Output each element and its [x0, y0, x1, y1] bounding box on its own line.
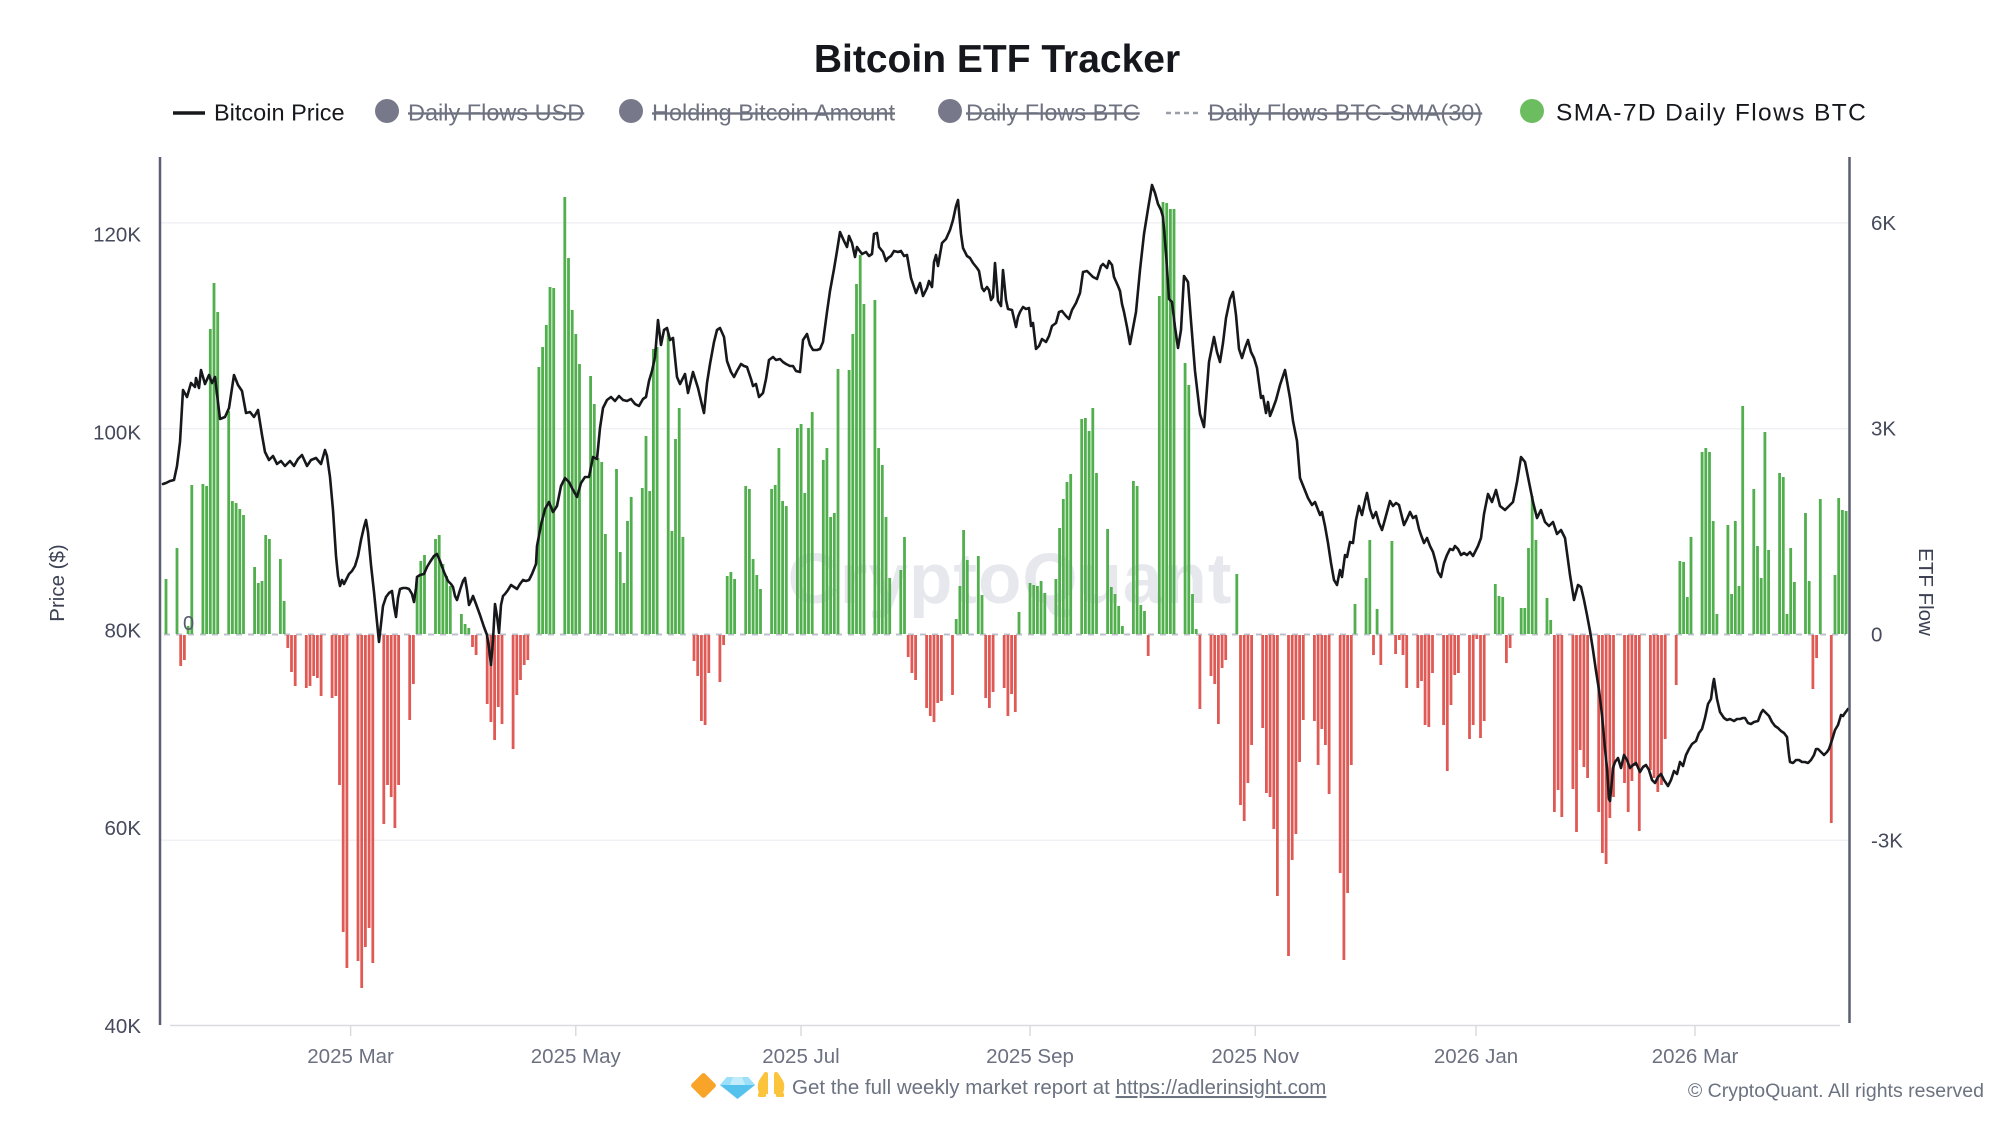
svg-text:0: 0 [183, 613, 194, 635]
svg-text:Price ($): Price ($) [46, 544, 69, 621]
svg-text:2025 May: 2025 May [531, 1045, 622, 1068]
svg-text:SMA-7D Daily Flows BTC: SMA-7D Daily Flows BTC [1556, 100, 1867, 127]
svg-text:Daily Flows USD: Daily Flows USD [408, 100, 584, 126]
svg-text:ETF Flow: ETF Flow [1914, 548, 1937, 636]
svg-text:Bitcoin ETF Tracker: Bitcoin ETF Tracker [814, 38, 1180, 81]
svg-text:2025 Nov: 2025 Nov [1211, 1045, 1300, 1068]
svg-text:2025 Jul: 2025 Jul [762, 1045, 840, 1068]
svg-text:Holding Bitcoin Amount: Holding Bitcoin Amount [652, 100, 895, 126]
svg-text:100K: 100K [93, 422, 141, 445]
svg-text:Bitcoin Price: Bitcoin Price [214, 100, 345, 126]
svg-text:6K: 6K [1871, 212, 1896, 235]
svg-text:2025 Mar: 2025 Mar [307, 1045, 394, 1068]
svg-text:40K: 40K [105, 1015, 142, 1038]
svg-text:Daily Flows BTC: Daily Flows BTC [966, 100, 1140, 126]
svg-text:60K: 60K [105, 817, 142, 840]
svg-text:-3K: -3K [1871, 829, 1903, 852]
svg-text:120K: 120K [93, 224, 141, 247]
svg-text:Get the full weekly market rep: Get the full weekly market report at htt… [792, 1076, 1326, 1099]
svg-text:2026 Mar: 2026 Mar [1652, 1045, 1739, 1068]
svg-text:© CryptoQuant. All rights rese: © CryptoQuant. All rights reserved [1688, 1080, 1984, 1102]
svg-text:Daily Flows BTC-SMA(30): Daily Flows BTC-SMA(30) [1208, 100, 1482, 126]
svg-text:0: 0 [1871, 624, 1882, 647]
svg-text:3K: 3K [1871, 418, 1896, 441]
svg-text:2026 Jan: 2026 Jan [1434, 1045, 1518, 1068]
svg-text:80K: 80K [105, 619, 142, 642]
svg-text:2025 Sep: 2025 Sep [986, 1045, 1074, 1068]
